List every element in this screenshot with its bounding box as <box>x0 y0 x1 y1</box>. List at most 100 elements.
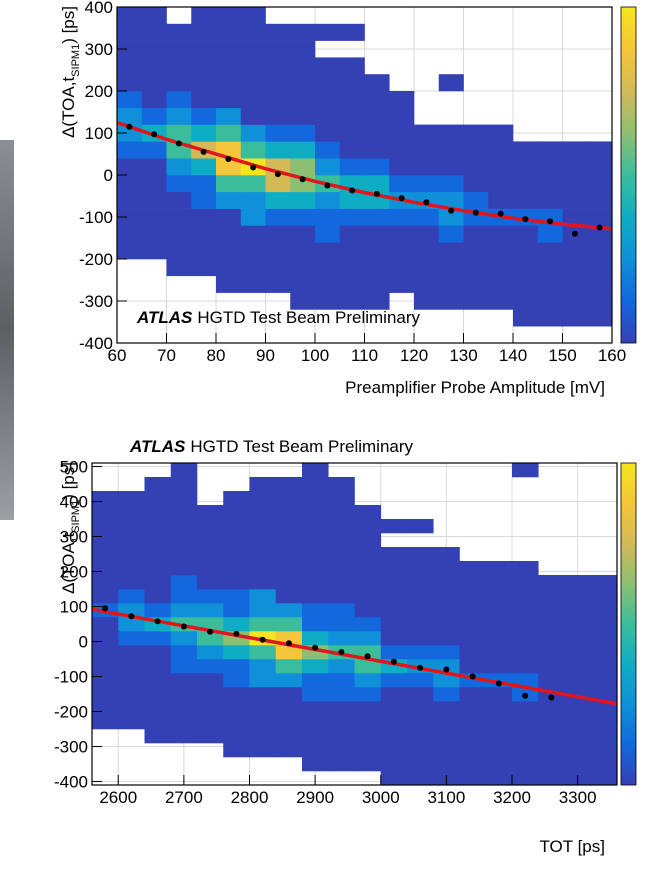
heatmap-cell <box>92 645 119 660</box>
heatmap-cell <box>488 292 514 310</box>
heatmap-cell <box>290 275 316 293</box>
heatmap-cell <box>433 757 460 772</box>
heatmap-cell <box>389 158 415 176</box>
heatmap-cell <box>564 715 592 730</box>
heatmap-cell <box>564 743 592 758</box>
heatmap-cell <box>223 645 250 660</box>
heatmap-cell <box>414 175 440 193</box>
heatmap-cell <box>537 175 563 193</box>
heatmap-cell <box>564 673 592 688</box>
heatmap-cell <box>485 743 513 758</box>
heatmap-cell <box>380 687 408 702</box>
heatmap-cell <box>463 259 489 277</box>
heatmap-cell <box>117 7 143 25</box>
heatmap-cell <box>328 631 355 646</box>
heatmap-cell <box>144 533 172 548</box>
heatmap-cell <box>191 124 217 142</box>
heatmap-cell <box>513 191 539 209</box>
heatmap-cell <box>117 40 143 58</box>
heatmap-cell <box>328 729 355 744</box>
heatmap-cell <box>144 477 172 492</box>
heatmap-cell <box>364 158 390 176</box>
heatmap-cell <box>249 659 277 674</box>
heatmap-cell <box>562 259 588 277</box>
heatmap-cell <box>197 715 224 730</box>
heatmap-cell <box>433 617 460 632</box>
heatmap-cell <box>216 57 242 75</box>
heatmap-cell <box>562 158 588 176</box>
heatmap-cell <box>275 519 303 534</box>
heatmap-cell <box>249 617 277 632</box>
heatmap-cell <box>216 175 242 193</box>
profile-point <box>299 176 306 183</box>
heatmap-cell <box>414 259 440 277</box>
heatmap-cell <box>290 292 316 310</box>
heatmap-cell <box>537 275 563 293</box>
heatmap-cell <box>302 631 329 646</box>
x-tick-label: 3200 <box>493 788 531 807</box>
heatmap-cell <box>364 292 390 310</box>
y-tick-label: -400 <box>79 334 113 353</box>
heatmap-cell <box>364 242 390 260</box>
heatmap-cell <box>170 547 198 562</box>
heatmap-cell <box>512 463 539 478</box>
heatmap-cell <box>302 673 329 688</box>
heatmap-cell <box>144 491 172 506</box>
heatmap-cell <box>354 631 382 646</box>
heatmap-cell <box>339 124 365 142</box>
y-tick-label: 0 <box>79 633 88 652</box>
heatmap-cell <box>407 631 434 646</box>
heatmap-cell <box>488 191 514 209</box>
heatmap-cell <box>144 547 172 562</box>
heatmap-cell <box>512 729 539 744</box>
heatmap-cell <box>191 208 217 226</box>
heatmap-cell <box>354 589 382 604</box>
heatmap-cell <box>485 575 513 590</box>
profile-point <box>364 653 371 660</box>
heatmap-cell <box>328 617 355 632</box>
heatmap-cell <box>463 275 489 293</box>
heatmap-cell <box>166 91 192 109</box>
heatmap-cell <box>339 191 365 209</box>
y-tick-label: -100 <box>54 668 88 687</box>
heatmap-cell <box>339 225 365 243</box>
heatmap-cell <box>249 603 277 618</box>
heatmap-cell <box>590 743 618 758</box>
heatmap-cell <box>407 519 434 534</box>
profile-point <box>522 216 529 223</box>
heatmap-cell <box>290 107 316 125</box>
heatmap-cell <box>240 57 266 75</box>
heatmap-cell <box>118 575 145 590</box>
heatmap-cell <box>92 491 119 506</box>
heatmap-cell <box>407 687 434 702</box>
heatmap-cell <box>407 757 434 772</box>
heatmap-cell <box>414 242 440 260</box>
heatmap-cell <box>249 645 277 660</box>
heatmap-cell <box>275 729 303 744</box>
profile-point <box>274 171 281 178</box>
heatmap-cell <box>141 40 167 58</box>
heatmap-cell <box>364 175 390 193</box>
heatmap-cell <box>92 687 119 702</box>
heatmap-cell <box>537 259 563 277</box>
heatmap-cell <box>590 645 618 660</box>
heatmap-cell <box>166 191 192 209</box>
heatmap-cell <box>328 673 355 688</box>
heatmap-cell <box>438 292 464 310</box>
heatmap-cell <box>275 687 303 702</box>
heatmap-cell <box>290 124 316 142</box>
x-tick-label: 140 <box>499 346 527 365</box>
heatmap-cell <box>197 659 224 674</box>
heatmap-cell <box>197 701 224 716</box>
heatmap-cell <box>240 259 266 277</box>
profile-point <box>349 187 356 194</box>
heatmap-cell <box>223 491 250 506</box>
heatmap-cell <box>118 701 145 716</box>
profile-point <box>250 164 257 171</box>
heatmap-cell <box>389 225 415 243</box>
y-axis-label-sub: SIPM1 <box>70 500 82 533</box>
heatmap-cell <box>170 603 198 618</box>
heatmap-cell <box>433 659 460 674</box>
heatmap-cell <box>302 757 329 772</box>
heatmap-cell <box>92 589 119 604</box>
